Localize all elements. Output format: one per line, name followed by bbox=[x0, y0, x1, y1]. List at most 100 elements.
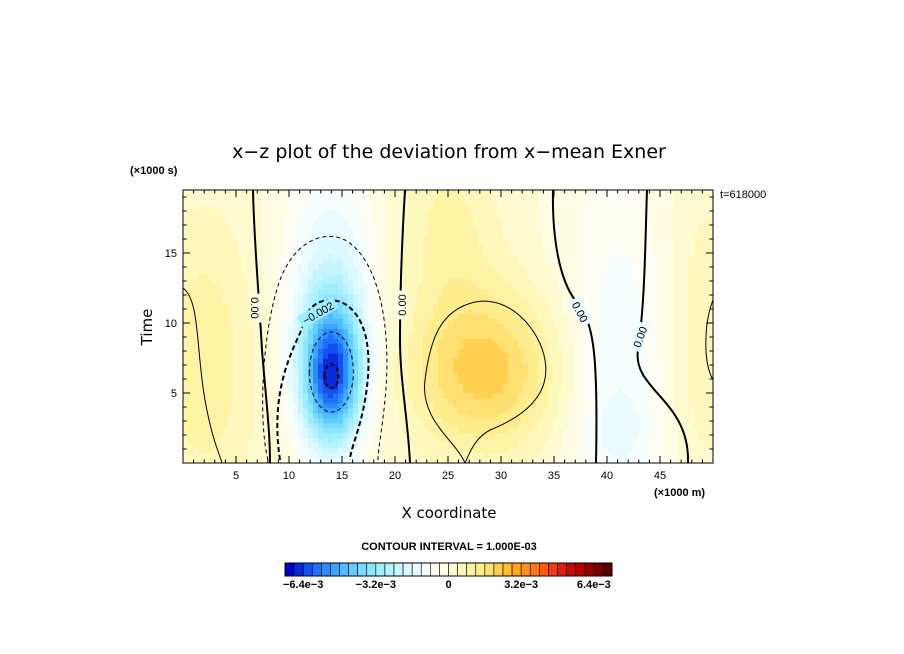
field-cell bbox=[458, 353, 464, 360]
field-cell bbox=[403, 274, 409, 280]
field-cell bbox=[653, 279, 659, 285]
field-cell bbox=[338, 373, 344, 380]
field-cell bbox=[623, 393, 629, 400]
field-cell bbox=[198, 190, 204, 196]
field-cell bbox=[633, 274, 639, 280]
field-cell bbox=[518, 209, 524, 216]
field-cell bbox=[458, 418, 464, 424]
field-cell bbox=[183, 388, 189, 395]
field-cell bbox=[568, 284, 574, 290]
field-cell bbox=[218, 324, 224, 330]
field-cell bbox=[388, 319, 394, 325]
field-cell bbox=[378, 309, 384, 315]
field-cell bbox=[628, 348, 634, 355]
field-cell bbox=[513, 264, 519, 271]
field-cell bbox=[528, 194, 534, 201]
field-cell bbox=[623, 343, 629, 350]
field-cell bbox=[258, 224, 264, 231]
field-cell bbox=[288, 324, 294, 330]
field-cell bbox=[668, 353, 674, 360]
field-cell bbox=[683, 219, 689, 226]
field-cell bbox=[358, 289, 364, 295]
field-cell bbox=[193, 289, 199, 295]
field-cell bbox=[388, 373, 394, 380]
field-cell bbox=[203, 209, 209, 216]
field-cell bbox=[598, 209, 604, 216]
field-cell bbox=[248, 289, 254, 295]
field-cell bbox=[548, 398, 554, 405]
field-cell bbox=[668, 378, 674, 385]
field-cell bbox=[708, 259, 713, 266]
field-cell bbox=[568, 249, 574, 256]
field-cell bbox=[308, 219, 314, 226]
field-cell bbox=[233, 319, 239, 325]
field-cell bbox=[483, 408, 489, 414]
field-cell bbox=[223, 328, 229, 335]
field-cell bbox=[183, 194, 189, 201]
field-cell bbox=[708, 353, 713, 360]
field-cell bbox=[333, 254, 339, 261]
field-cell bbox=[463, 194, 469, 201]
field-cell bbox=[473, 304, 479, 310]
field-cell bbox=[613, 214, 619, 221]
field-cell bbox=[693, 264, 699, 271]
field-cell bbox=[193, 304, 199, 310]
field-cell bbox=[243, 388, 249, 395]
field-cell bbox=[338, 383, 344, 390]
field-cell bbox=[303, 304, 309, 310]
field-cell bbox=[663, 373, 669, 380]
field-cell bbox=[338, 368, 344, 375]
field-cell bbox=[668, 269, 674, 275]
field-cell bbox=[538, 378, 544, 385]
field-cell bbox=[453, 194, 459, 201]
field-cell bbox=[658, 279, 664, 285]
field-cell bbox=[343, 413, 349, 419]
field-cell bbox=[393, 259, 399, 266]
field-cell bbox=[688, 284, 694, 290]
field-cell bbox=[388, 259, 394, 266]
field-cell bbox=[333, 199, 339, 206]
field-cell bbox=[248, 388, 254, 395]
field-cell bbox=[613, 324, 619, 330]
field-cell bbox=[283, 284, 289, 290]
field-cell bbox=[478, 393, 484, 400]
field-cell bbox=[353, 254, 359, 261]
field-cell bbox=[593, 353, 599, 360]
field-cell bbox=[453, 309, 459, 315]
field-cell bbox=[183, 309, 189, 315]
field-cell bbox=[708, 289, 713, 295]
field-cell bbox=[243, 239, 249, 246]
field-cell bbox=[393, 234, 399, 241]
field-cell bbox=[523, 219, 529, 226]
field-cell bbox=[453, 204, 459, 211]
field-cell bbox=[608, 383, 614, 390]
field-cell bbox=[258, 269, 264, 275]
field-cell bbox=[638, 199, 644, 206]
field-cell bbox=[653, 418, 659, 424]
field-cell bbox=[283, 348, 289, 355]
field-cell bbox=[263, 294, 269, 300]
field-cell bbox=[683, 368, 689, 375]
field-cell bbox=[628, 338, 634, 345]
field-cell bbox=[553, 413, 559, 419]
field-cell bbox=[278, 214, 284, 221]
field-cell bbox=[363, 358, 369, 365]
field-cell bbox=[683, 333, 689, 340]
field-cell bbox=[638, 244, 644, 251]
field-cell bbox=[673, 314, 679, 320]
field-cell bbox=[608, 239, 614, 246]
field-cell bbox=[658, 314, 664, 320]
field-cell bbox=[488, 358, 494, 365]
field-cell bbox=[543, 309, 549, 315]
field-cell bbox=[423, 358, 429, 365]
field-cell bbox=[668, 194, 674, 201]
field-cell bbox=[343, 328, 349, 335]
field-cell bbox=[333, 388, 339, 395]
field-cell bbox=[493, 358, 499, 365]
field-cell bbox=[183, 204, 189, 211]
field-cell bbox=[233, 264, 239, 271]
field-cell bbox=[683, 199, 689, 206]
field-cell bbox=[503, 408, 509, 414]
field-cell bbox=[668, 413, 674, 419]
field-cell bbox=[468, 289, 474, 295]
